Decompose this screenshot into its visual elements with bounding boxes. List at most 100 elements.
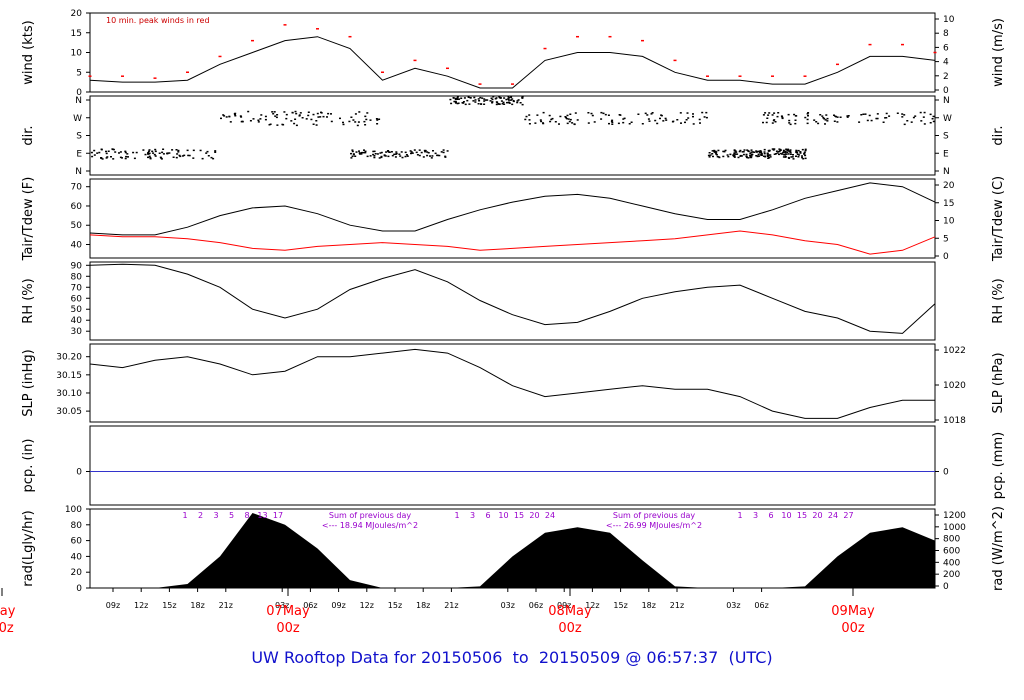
dir-point (429, 155, 431, 157)
dir-point (283, 111, 286, 113)
dir-point (836, 116, 839, 118)
dir-point (569, 118, 572, 121)
dir-point (418, 149, 421, 151)
dir-point (512, 100, 515, 102)
dir-point (534, 122, 537, 124)
dir-point (742, 153, 745, 156)
dir-point (327, 112, 330, 115)
dir-point (462, 101, 465, 103)
dir-point (525, 115, 528, 118)
dir-point (708, 152, 711, 154)
dir-point (376, 153, 379, 155)
dir-point (923, 111, 926, 114)
dir-point (846, 116, 849, 118)
dir-point (622, 118, 625, 120)
dir-point (305, 118, 308, 120)
dir-point (483, 100, 486, 102)
dir-point (733, 149, 736, 151)
dir-point (807, 115, 809, 117)
dir-point (521, 103, 524, 106)
dir-point (773, 153, 776, 155)
xtick-label: 18z (642, 601, 656, 610)
dir-point (733, 155, 736, 157)
dir-point (456, 96, 459, 98)
dir-point (491, 101, 494, 103)
dir-point (177, 151, 180, 153)
dir-point (264, 115, 267, 118)
dir-point (497, 103, 500, 105)
dir-point (483, 98, 486, 100)
dir-point (295, 112, 298, 115)
dir-point (622, 121, 625, 124)
ytick-label: 40 (71, 241, 83, 251)
dir-point (491, 98, 494, 101)
dir-point (489, 100, 492, 102)
dir-point (252, 118, 255, 120)
dir-point (312, 123, 315, 125)
dir-point (749, 152, 752, 154)
dir-tick-label: N (75, 167, 82, 177)
dir-point (391, 154, 394, 157)
dir-point (495, 97, 498, 99)
dir-point (234, 112, 237, 115)
dir-point (240, 116, 243, 118)
dir-point (659, 117, 661, 120)
ytick-label: 60 (71, 294, 83, 304)
dir-point (692, 123, 695, 125)
day-label: 08May (548, 604, 592, 619)
dir-point (788, 119, 791, 122)
dir-point (223, 115, 226, 117)
dir-point (483, 103, 486, 105)
xtick-label: 03z (726, 601, 740, 610)
dir-point (449, 98, 452, 101)
panel-temp-frame (89, 178, 936, 259)
dir-point (733, 152, 736, 154)
dir-point (378, 157, 381, 159)
ytick-label: 10 (71, 49, 83, 59)
dir-point (901, 116, 904, 118)
dir-point (364, 115, 367, 118)
dir-point (492, 96, 495, 98)
dir-point (509, 99, 512, 101)
ytick-label: 0 (76, 584, 82, 594)
ytick-label-right: 1018 (943, 416, 966, 426)
dir-point (779, 152, 782, 155)
dir-point (591, 114, 594, 117)
dir-point (516, 100, 519, 102)
dir-point (760, 154, 763, 156)
dir-point (858, 121, 861, 123)
xtick-label: 15z (613, 601, 627, 610)
dir-point (773, 112, 776, 114)
dir-point (864, 113, 867, 115)
dir-point (539, 119, 542, 121)
xtick-label: 15z (388, 601, 402, 610)
dir-point (269, 123, 272, 125)
dir-point (501, 103, 504, 105)
dir-point (743, 149, 746, 151)
dir-point (753, 151, 756, 153)
dir-point (132, 151, 135, 154)
dir-point (600, 118, 603, 120)
wind-annotation: 10 min. peak winds in red (106, 16, 210, 25)
dir-point (787, 113, 790, 116)
dir-point (824, 123, 826, 125)
dir-point (528, 123, 531, 125)
dir-tick-label-right: E (943, 149, 949, 159)
rad-hour-mark: 17 (273, 511, 283, 520)
dir-point (783, 154, 786, 156)
dir-point (479, 96, 482, 99)
dir-point (825, 114, 828, 116)
dir-point (782, 156, 785, 158)
ytick-label-right: 6 (943, 43, 949, 53)
dir-point (510, 96, 513, 98)
dir-point (903, 114, 906, 116)
dir-point (692, 115, 694, 118)
dir-point (442, 151, 445, 154)
dir-point (181, 155, 184, 157)
dir-point (628, 123, 631, 125)
dir-point (644, 112, 647, 115)
dir-point (722, 155, 725, 158)
dir-point (364, 150, 367, 153)
dir-point (775, 150, 778, 152)
dir-point (611, 123, 614, 125)
